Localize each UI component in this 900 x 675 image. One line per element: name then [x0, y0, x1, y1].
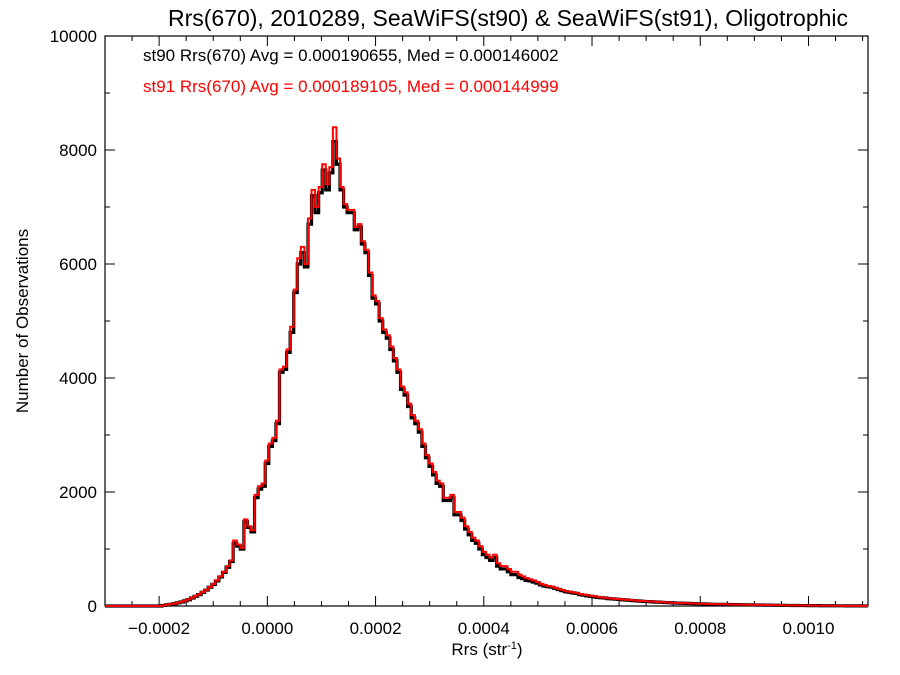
x-tick-label: 0.0008 — [674, 619, 726, 638]
x-tick-label: 0.0004 — [458, 619, 510, 638]
y-tick-label: 10000 — [50, 27, 97, 46]
chart-title: Rrs(670), 2010289, SeaWiFS(st90) & SeaWi… — [168, 5, 848, 31]
x-axis-label: Rrs (str-1) — [451, 640, 522, 659]
x-axis-label-close: ) — [517, 640, 523, 659]
x-axis-label-superscript: -1 — [507, 640, 517, 652]
y-tick-label: 8000 — [59, 141, 97, 160]
x-axis-label-text: Rrs (str — [451, 640, 507, 659]
series-st90-line — [105, 139, 868, 608]
x-tick-label: 0.0006 — [566, 619, 618, 638]
y-axis-label: Number of Observations — [13, 229, 32, 413]
y-tick-label: 2000 — [59, 483, 97, 502]
legend-entry-st91: st91 Rrs(670) Avg = 0.000189105, Med = 0… — [143, 77, 559, 96]
x-tick-label: 0.0010 — [782, 619, 834, 638]
y-tick-label: 0 — [88, 597, 97, 616]
series-layer — [105, 126, 868, 608]
y-tick-label: 4000 — [59, 369, 97, 388]
x-axis: −0.0002 0.0000 0.0002 0.0004 0.0006 0.0008 0.0… — [128, 36, 864, 638]
x-tick-label: −0.0002 — [128, 619, 190, 638]
series-st91-line — [105, 126, 868, 607]
plot-frame — [104, 35, 869, 607]
legend-entry-st90: st90 Rrs(670) Avg = 0.000190655, Med = 0… — [143, 46, 559, 65]
legend: st90 Rrs(670) Avg = 0.000190655, Med = 0… — [143, 46, 559, 96]
x-tick-label: 0.0002 — [350, 619, 402, 638]
y-tick-label: 6000 — [59, 255, 97, 274]
x-tick-label: 0.0000 — [241, 619, 293, 638]
y-axis: 0 2000 4000 6000 8000 10000 — [50, 27, 868, 616]
